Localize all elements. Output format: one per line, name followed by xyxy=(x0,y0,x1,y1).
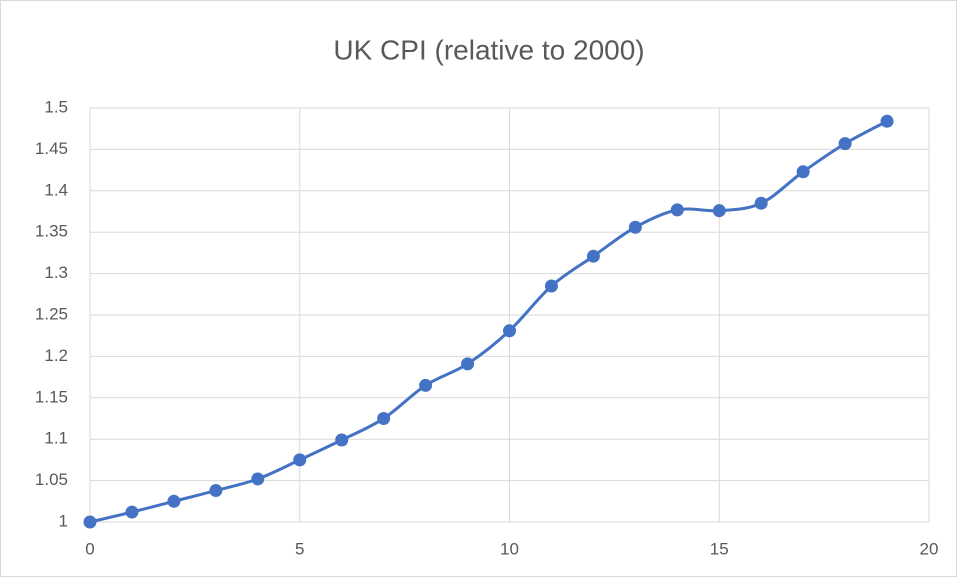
y-tick-label: 1.05 xyxy=(35,470,68,489)
data-point xyxy=(796,165,810,179)
data-point xyxy=(461,357,475,371)
data-point xyxy=(544,279,558,293)
x-tick-label: 15 xyxy=(710,539,729,558)
y-tick-label: 1.25 xyxy=(35,304,68,323)
data-point xyxy=(167,494,181,508)
y-tick-label: 1.3 xyxy=(44,263,68,282)
data-point xyxy=(419,378,433,392)
data-point xyxy=(503,324,516,338)
data-point xyxy=(628,220,642,234)
x-tick-label: 5 xyxy=(295,539,304,558)
y-tick-label: 1.5 xyxy=(44,97,68,116)
data-point xyxy=(209,484,223,498)
data-point xyxy=(880,114,894,128)
y-tick-label: 1.15 xyxy=(35,387,68,406)
data-point xyxy=(754,196,768,210)
data-point xyxy=(83,515,97,529)
y-tick-label: 1.35 xyxy=(35,222,68,241)
data-point xyxy=(335,433,349,447)
y-tick-label: 1.4 xyxy=(44,180,68,199)
data-point xyxy=(712,204,726,218)
x-tick-label: 10 xyxy=(500,539,519,558)
data-point xyxy=(293,453,307,467)
x-tick-label: 0 xyxy=(85,539,94,558)
data-point xyxy=(377,412,391,425)
y-tick-label: 1 xyxy=(59,511,68,530)
data-point xyxy=(670,203,684,217)
data-point xyxy=(838,137,852,151)
y-tick-label: 1.1 xyxy=(44,429,68,448)
data-point xyxy=(251,472,265,486)
data-point xyxy=(125,505,139,519)
chart-title: UK CPI (relative to 2000) xyxy=(333,34,644,65)
data-point xyxy=(586,249,600,263)
y-tick-label: 1.45 xyxy=(35,139,68,158)
x-tick-label: 20 xyxy=(920,539,939,558)
y-tick-label: 1.2 xyxy=(44,346,68,365)
